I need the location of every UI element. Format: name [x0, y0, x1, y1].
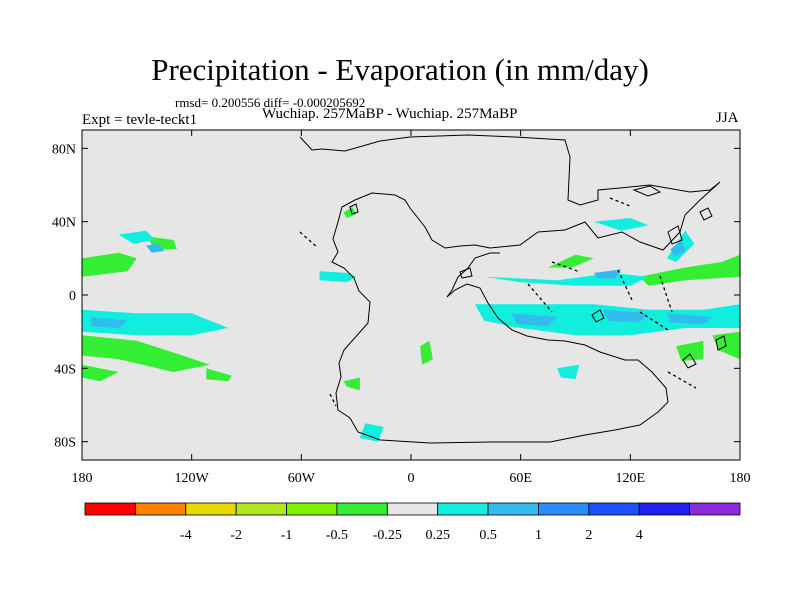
colorbar-swatch — [588, 502, 640, 516]
y-tick-label: 40N — [52, 216, 76, 231]
rmsd-diff-stats: rmsd= 0.200556 diff= -0.000205692 — [175, 95, 366, 110]
colorbar-label: -4 — [180, 528, 192, 543]
pme-region-27 — [593, 269, 622, 279]
pme-region-2 — [82, 364, 119, 382]
colorbar-swatch — [235, 502, 287, 516]
island-chain — [329, 393, 337, 407]
map-plot-area — [82, 130, 740, 460]
x-tick-label: 180 — [730, 471, 751, 486]
colorbar-label: 0.5 — [479, 528, 497, 543]
coastline — [299, 134, 727, 444]
x-tick-label: 60W — [288, 471, 316, 486]
pme-region-6 — [343, 377, 360, 391]
colorbar-label: -0.25 — [373, 528, 402, 543]
pme-region-13 — [82, 309, 229, 336]
y-tick-label: 0 — [69, 289, 76, 304]
pme-region-15 — [319, 271, 357, 283]
pme-region-4 — [206, 368, 232, 382]
colorbar-swatch — [638, 502, 691, 516]
colorbar-swatch — [437, 502, 489, 516]
colorbar-label: -1 — [281, 528, 293, 543]
colorbar-label: -0.5 — [326, 528, 348, 543]
x-tick-label: 0 — [408, 471, 415, 486]
x-tick-label: 120E — [616, 471, 646, 486]
y-tick-label: 40S — [54, 362, 76, 377]
pme-region-28 — [670, 240, 686, 257]
colorbar-label: 1 — [535, 528, 542, 543]
pme-region-24 — [511, 313, 558, 327]
x-tick-label: 180 — [72, 471, 93, 486]
colorbar-label: 4 — [636, 528, 643, 543]
colorbar-swatch — [185, 502, 237, 516]
pme-region-21 — [557, 364, 580, 380]
colorbar-swatch — [286, 502, 338, 516]
colorbar-swatch — [134, 502, 187, 516]
coastline-island — [459, 267, 473, 279]
pme-region-25 — [602, 309, 649, 323]
island-chain — [551, 261, 581, 273]
island-chain — [667, 371, 697, 389]
colorbar-swatch — [487, 502, 539, 516]
pme-region-26 — [666, 313, 713, 325]
coastline-island — [699, 207, 713, 221]
coastline-island — [349, 203, 359, 215]
experiment-label: Expt = tevle-teckt1 — [82, 112, 198, 128]
island-chain — [527, 283, 553, 313]
colorbar: -4 -2 -1 -0.5 -0.25 0.25 0.5 1 2 4 — [84, 502, 741, 543]
pme-region-18 — [475, 304, 740, 336]
pme-region-11 — [676, 340, 704, 361]
pme-region-10 — [639, 254, 740, 286]
colorbar-label: 2 — [585, 528, 592, 543]
coastline-island — [715, 335, 727, 351]
pme-region-1 — [82, 335, 210, 372]
chart-title: Precipitation - Evaporation (in mm/day) — [151, 52, 649, 87]
season-label: JJA — [716, 110, 739, 126]
colorbar-label: 0.25 — [425, 528, 450, 543]
colorbar-label: -2 — [230, 528, 242, 543]
pme-region-19 — [593, 218, 649, 231]
colorbar-swatch — [84, 502, 136, 516]
colorbar-swatch — [689, 502, 741, 516]
coastline-island — [682, 353, 697, 369]
coastline-island — [591, 309, 605, 323]
colorbar-swatch — [386, 502, 439, 516]
colorbar-swatch — [336, 502, 388, 516]
pme-region-7 — [420, 340, 433, 365]
chart-subtitle: Wuchiap. 257MaBP - Wuchiap. 257MaBP — [262, 106, 518, 122]
pme-region-16 — [359, 423, 384, 442]
y-tick-label: 80S — [54, 436, 76, 451]
y-tick-label: 80N — [52, 142, 76, 157]
pme-region-0 — [82, 252, 137, 277]
pme-region-5 — [343, 207, 357, 218]
coastline-continent — [299, 134, 721, 444]
x-tick-label: 60E — [509, 471, 532, 486]
island-chain — [659, 275, 673, 313]
map-background — [82, 130, 740, 460]
pme-region-14 — [118, 230, 156, 244]
island-chains — [299, 197, 697, 407]
coastline-island — [667, 225, 683, 245]
colorbar-swatch — [538, 502, 590, 516]
axis-ticks: 180 120W 60W 0 60E 120E 180 80N 40N 0 40S 80S — [52, 130, 751, 486]
x-tick-label: 120W — [175, 471, 210, 486]
coastline-island — [632, 185, 662, 197]
island-chain — [299, 231, 319, 249]
pme-region-23 — [91, 317, 128, 328]
pme-region-22 — [146, 243, 165, 253]
